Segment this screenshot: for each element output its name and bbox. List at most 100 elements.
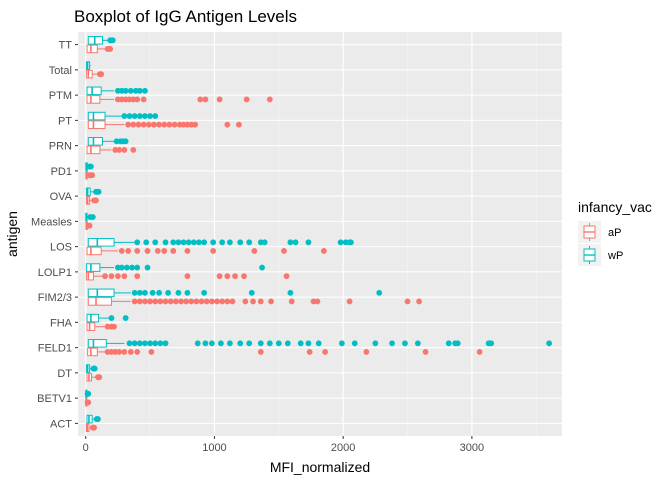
outlier-point-aP <box>134 273 141 280</box>
outlier-point-aP <box>134 248 141 254</box>
x-tick-label: 2000 <box>331 442 355 454</box>
legend-label: wP <box>607 250 623 262</box>
outlier-point-wP <box>185 239 192 246</box>
outlier-point-aP <box>140 121 147 128</box>
y-tick-label: PRN <box>49 141 72 153</box>
outlier-point-wP <box>124 264 130 271</box>
y-tick-label: PT <box>58 115 72 127</box>
y-tick-label: Total <box>49 65 72 77</box>
x-tick-label: 0 <box>83 442 89 454</box>
box-aP-FIM2/3 <box>87 297 131 306</box>
outlier-point-wP <box>156 289 162 296</box>
y-axis-title: antigen <box>4 211 20 257</box>
outlier-point-aP <box>198 298 205 305</box>
box-body <box>87 339 107 348</box>
outlier-point-aP <box>184 273 191 280</box>
box-body <box>86 246 102 256</box>
outlier-point-wP <box>219 239 226 246</box>
box-body <box>86 86 102 96</box>
outlier-point-aP <box>111 323 117 330</box>
box-body <box>85 263 101 272</box>
outlier-point-wP <box>201 289 208 296</box>
outlier-point-aP <box>144 248 151 254</box>
box-body <box>87 137 103 146</box>
outlier-point-aP <box>108 273 115 280</box>
outlier-point-wP <box>157 340 164 347</box>
outlier-point-wP <box>546 340 553 347</box>
outlier-point-aP <box>156 121 162 128</box>
outlier-point-aP <box>86 222 93 229</box>
outlier-point-aP <box>121 273 128 280</box>
outlier-point-aP <box>322 349 329 355</box>
outlier-point-wP <box>142 289 148 296</box>
y-tick-label: PTM <box>49 90 72 102</box>
outlier-point-aP <box>219 298 226 305</box>
outlier-point-wP <box>175 289 182 296</box>
outlier-point-aP <box>130 121 137 128</box>
y-tick-label: DT <box>57 368 72 380</box>
outlier-point-aP <box>404 298 411 305</box>
box-body <box>86 313 100 323</box>
outlier-point-aP <box>288 298 295 305</box>
box-body <box>86 145 101 155</box>
outlier-point-wP <box>142 87 148 94</box>
outlier-point-aP <box>203 298 210 305</box>
y-tick-label: BETV1 <box>37 393 72 405</box>
box-body <box>86 95 101 104</box>
outlier-point-wP <box>162 340 169 347</box>
outlier-point-aP <box>147 298 153 305</box>
outlier-point-wP <box>147 340 153 347</box>
box-body <box>87 111 106 121</box>
outlier-point-aP <box>232 273 238 280</box>
box-wP-PRN <box>87 137 115 146</box>
box-wP-FHA <box>86 313 109 323</box>
box-aP-LOLP1 <box>85 271 103 281</box>
outlier-point-aP <box>183 298 190 305</box>
y-tick-label: FHA <box>50 317 73 329</box>
box-wP-FELD1 <box>87 339 125 348</box>
outlier-point-wP <box>126 113 133 119</box>
outlier-point-wP <box>315 340 322 347</box>
outlier-point-aP <box>241 273 247 280</box>
box-aP-PT <box>87 120 125 129</box>
y-tick-label: PD1 <box>51 166 72 178</box>
outlier-point-aP <box>306 349 313 355</box>
box-aP-FELD1 <box>87 347 106 357</box>
outlier-point-aP <box>346 298 353 305</box>
box-body <box>86 44 98 54</box>
outlier-point-aP <box>236 121 242 128</box>
outlier-point-wP <box>287 239 294 246</box>
outlier-point-wP <box>152 239 159 246</box>
outlier-point-aP <box>89 172 96 179</box>
outlier-point-aP <box>85 399 92 406</box>
y-tick-label: FELD1 <box>38 343 72 355</box>
outlier-point-aP <box>142 298 148 305</box>
outlier-point-wP <box>122 87 129 94</box>
y-tick-label: LOLP1 <box>38 267 72 279</box>
outlier-point-aP <box>214 298 220 305</box>
legend-entry-aP: aP <box>578 221 621 243</box>
outlier-point-wP <box>292 239 299 246</box>
outlier-point-wP <box>337 239 344 246</box>
box-aP-LOS <box>86 246 118 256</box>
outlier-point-wP <box>131 340 138 347</box>
outlier-point-aP <box>363 349 370 355</box>
outlier-point-aP <box>131 298 138 305</box>
outlier-point-wP <box>226 239 233 246</box>
outlier-point-aP <box>224 298 231 305</box>
outlier-point-wP <box>95 188 102 195</box>
outlier-point-aP <box>116 349 123 355</box>
outlier-point-aP <box>422 349 429 355</box>
outlier-point-aP <box>166 121 173 128</box>
outlier-point-aP <box>125 121 132 128</box>
y-tick-label: FIM2/3 <box>38 292 72 304</box>
outlier-point-wP <box>210 239 217 246</box>
outlier-point-aP <box>202 96 209 103</box>
box-aP-Total <box>85 69 99 79</box>
outlier-point-wP <box>202 340 209 347</box>
box-aP-PRN <box>86 145 112 155</box>
box-wP-PTM <box>86 86 115 96</box>
outlier-point-aP <box>208 298 215 305</box>
outlier-point-aP <box>170 248 177 254</box>
